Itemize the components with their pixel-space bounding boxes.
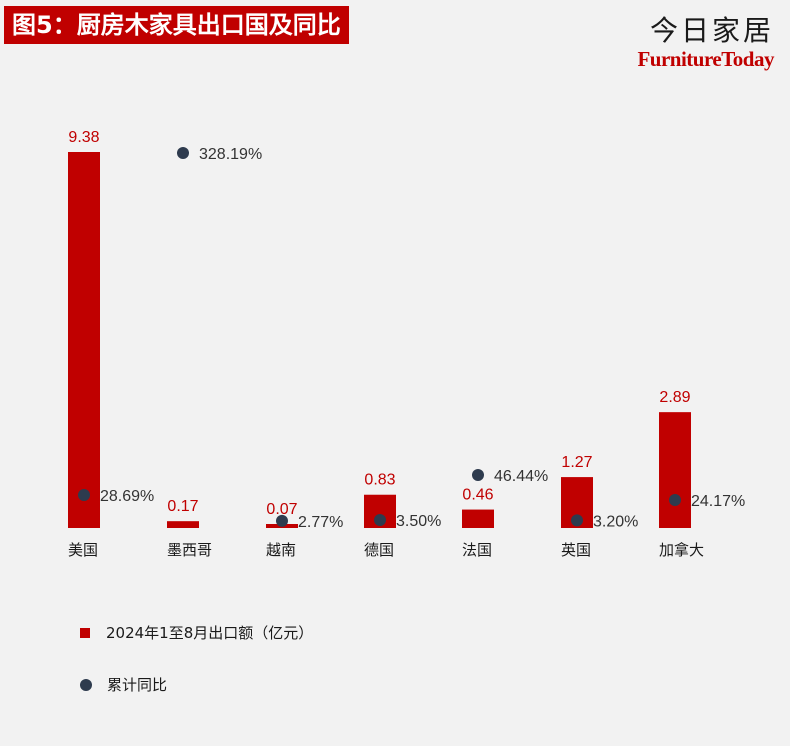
growth-point-5 <box>472 469 484 481</box>
x-tick-label: 墨西哥 <box>167 541 212 559</box>
x-tick-label: 越南 <box>266 541 296 559</box>
growth-value-label: 28.69% <box>100 488 154 505</box>
growth-point-2 <box>177 147 189 159</box>
x-tick-label: 法国 <box>462 541 492 559</box>
growth-point-3 <box>276 514 288 527</box>
legend-label-dot: 累计同比 <box>107 676 168 694</box>
bar-value-label: 2.89 <box>659 389 690 406</box>
x-tick-label: 英国 <box>561 541 591 559</box>
x-tick-label: 德国 <box>364 541 394 559</box>
growth-value-label: 328.19% <box>199 146 262 163</box>
legend-item-bar: 2024年1至8月出口额（亿元） <box>80 622 313 643</box>
bar-5 <box>462 509 494 528</box>
bar-value-label: 0.07 <box>266 501 297 518</box>
bar-value-label: 0.83 <box>364 472 395 489</box>
bar-1 <box>68 152 100 528</box>
legend-label-bar: 2024年1至8月出口额（亿元） <box>106 624 314 642</box>
growth-value-label: 2.77% <box>298 514 343 531</box>
bar-7 <box>659 412 691 528</box>
brand-logo: 今日家居 FurnitureToday <box>637 14 774 70</box>
growth-point-7 <box>669 494 681 506</box>
brand-name-en: FurnitureToday <box>637 47 774 71</box>
bar-value-label: 0.46 <box>462 487 493 504</box>
legend-item-dot: 累计同比 <box>80 674 313 695</box>
bar-2 <box>167 521 199 528</box>
legend-swatch-bar <box>80 627 90 638</box>
chart-title: 图5：厨房木家具出口国及同比 <box>4 6 349 44</box>
bar-chart: 9.38 美国 28.69% 0.17 墨西哥 328.19% 0.07 越南2.77% 0.8… <box>68 129 745 559</box>
growth-point-4 <box>374 514 386 527</box>
growth-point-1 <box>78 489 90 501</box>
growth-value-label: 46.44% <box>494 468 548 485</box>
growth-value-label: 3.20% <box>593 513 638 530</box>
chart-legend: 2024年1至8月出口额（亿元） 累计同比 <box>80 622 313 695</box>
growth-point-6 <box>571 514 583 527</box>
growth-value-label: 24.17% <box>691 493 745 510</box>
bar-value-label: 1.27 <box>561 454 592 471</box>
growth-value-label: 3.50% <box>396 513 441 530</box>
bar-value-label: 9.38 <box>68 129 99 146</box>
x-tick-label: 加拿大 <box>659 541 704 559</box>
legend-swatch-dot <box>80 678 92 691</box>
x-tick-label: 美国 <box>68 541 98 559</box>
bar-value-label: 0.17 <box>167 498 198 515</box>
brand-name-cn: 今日家居 <box>649 14 774 47</box>
